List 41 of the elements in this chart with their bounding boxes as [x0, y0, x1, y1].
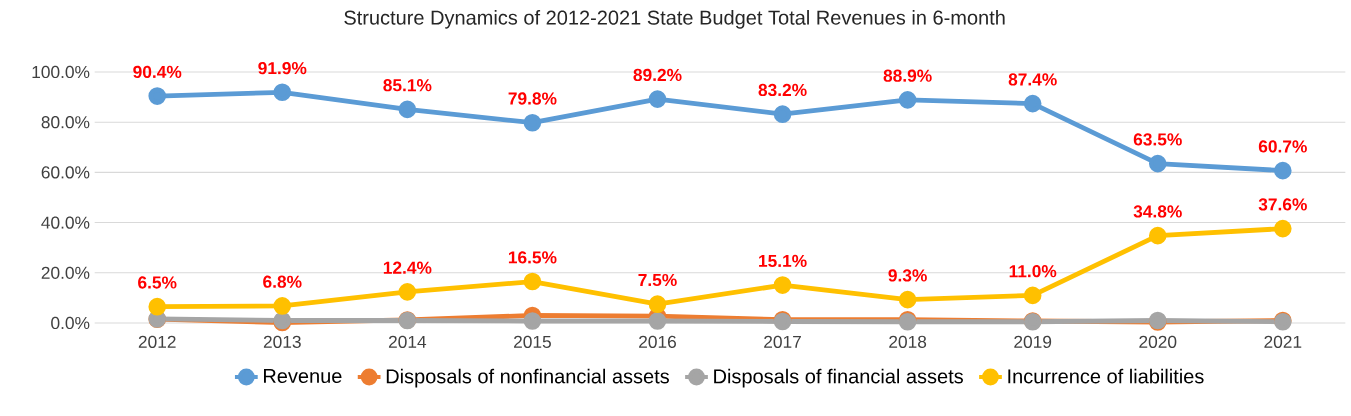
- data-label: 7.5%: [638, 273, 677, 287]
- y-tick-label: 20.0%: [41, 266, 90, 279]
- data-label: 11.0%: [1009, 265, 1057, 278]
- legend-label: Disposals of nonfinancial assets: [386, 368, 669, 388]
- data-label: 83.2%: [758, 83, 807, 97]
- x-tick-label: 2016: [639, 335, 676, 348]
- data-label: 34.8%: [1133, 205, 1182, 218]
- data-label: 90.4%: [133, 65, 182, 79]
- x-tick-label: 2021: [1264, 335, 1302, 348]
- x-tick-label: 2013: [263, 335, 301, 348]
- data-label: 91.9%: [258, 62, 307, 75]
- x-tick-label: 2015: [514, 335, 551, 348]
- data-label: 6.8%: [263, 275, 302, 288]
- data-label: 89.2%: [633, 68, 682, 82]
- data-label: 6.5%: [138, 276, 177, 289]
- y-tick-label: 80.0%: [41, 116, 90, 129]
- data-label: 79.8%: [508, 92, 557, 105]
- data-label: 15.1%: [759, 254, 807, 268]
- x-tick-label: 2014: [388, 335, 427, 348]
- data-label: 9.3%: [888, 269, 927, 282]
- chart-title: Structure Dynamics of 2012-2021 State Budget Total Revenues in 6-month: [344, 10, 1005, 29]
- x-tick-label: 2012: [138, 335, 176, 348]
- data-label: 63.5%: [1133, 133, 1182, 146]
- data-label: 88.9%: [883, 69, 932, 82]
- y-tick-label: 0.0%: [51, 316, 90, 330]
- legend-label: Incurrence of liabilities: [1008, 368, 1204, 384]
- legend-label: Disposals of financial assets: [714, 368, 963, 388]
- y-tick-label: 60.0%: [41, 166, 90, 179]
- y-tick-label: 40.0%: [41, 216, 90, 229]
- data-label: 60.7%: [1258, 140, 1307, 153]
- y-tick-label: 100.0%: [32, 65, 90, 79]
- data-label: 16.5%: [508, 251, 557, 264]
- data-label: 12.4%: [383, 261, 432, 274]
- data-label: 87.4%: [1008, 73, 1057, 86]
- data-label: 37.6%: [1258, 198, 1307, 211]
- data-label: 85.1%: [383, 79, 432, 92]
- x-tick-label: 2020: [1139, 335, 1177, 348]
- legend-label: Revenue: [264, 369, 342, 384]
- x-tick-label: 2019: [1014, 335, 1052, 348]
- x-tick-label: 2018: [889, 335, 927, 348]
- x-tick-label: 2017: [764, 335, 801, 348]
